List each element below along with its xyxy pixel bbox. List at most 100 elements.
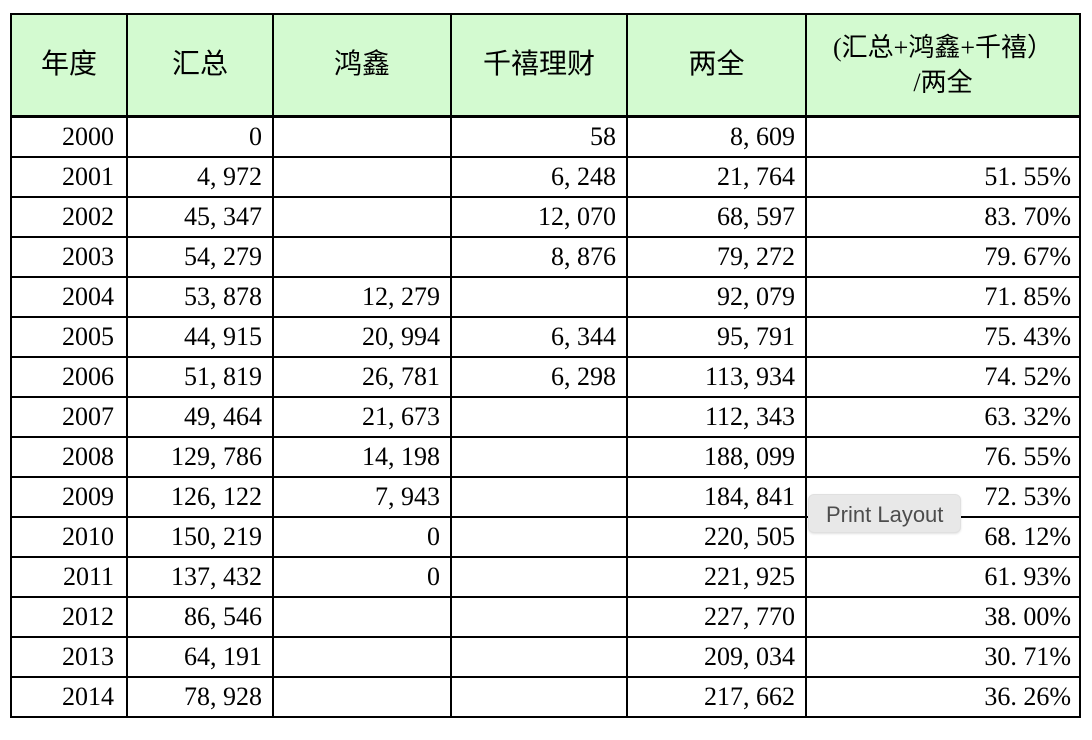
table-cell[interactable]: 184, 841 — [626, 476, 807, 518]
table-row: 2011 137, 432 0 221, 925 61. 93% — [10, 556, 1081, 598]
table-cell[interactable]: 2004 — [10, 276, 128, 318]
table-cell[interactable]: 76. 55% — [805, 436, 1081, 478]
table-cell[interactable] — [272, 196, 452, 238]
table-cell[interactable] — [450, 596, 628, 638]
table-cell[interactable]: 14, 198 — [272, 436, 452, 478]
table-cell[interactable]: 63. 32% — [805, 396, 1081, 438]
table-cell[interactable]: 20, 994 — [272, 316, 452, 358]
table-cell[interactable]: 112, 343 — [626, 396, 807, 438]
table-cell[interactable] — [272, 115, 452, 158]
table-cell[interactable]: 54, 279 — [126, 236, 274, 278]
table-cell[interactable]: 49, 464 — [126, 396, 274, 438]
table-cell[interactable] — [805, 115, 1081, 158]
column-header-huizong[interactable]: 汇总 — [126, 13, 274, 118]
table-cell[interactable] — [272, 676, 452, 718]
column-header-hongxin[interactable]: 鸿鑫 — [272, 13, 452, 118]
column-header-ratio[interactable]: (汇总+鸿鑫+千禧） /两全 — [805, 13, 1081, 118]
table-cell[interactable] — [272, 236, 452, 278]
table-cell[interactable]: 71. 85% — [805, 276, 1081, 318]
table-cell[interactable]: 2010 — [10, 516, 128, 558]
table-cell[interactable]: 0 — [126, 115, 274, 158]
table-cell[interactable]: 6, 298 — [450, 356, 628, 398]
table-cell[interactable]: 92, 079 — [626, 276, 807, 318]
table-cell[interactable]: 74. 52% — [805, 356, 1081, 398]
table-cell[interactable]: 21, 673 — [272, 396, 452, 438]
table-cell[interactable]: 2014 — [10, 676, 128, 718]
table-row: 2005 44, 915 20, 994 6, 344 95, 791 75. 43% — [10, 316, 1081, 358]
table-cell[interactable]: 36. 26% — [805, 676, 1081, 718]
table-cell[interactable]: 188, 099 — [626, 436, 807, 478]
table-cell[interactable]: 2008 — [10, 436, 128, 478]
table-cell[interactable]: 137, 432 — [126, 556, 274, 598]
table-cell[interactable]: 38. 00% — [805, 596, 1081, 638]
table-cell[interactable]: 79. 67% — [805, 236, 1081, 278]
table-cell[interactable]: 8, 609 — [626, 115, 807, 158]
table-cell[interactable] — [450, 436, 628, 478]
table-cell[interactable]: 83. 70% — [805, 196, 1081, 238]
table-cell[interactable]: 12, 279 — [272, 276, 452, 318]
table-cell[interactable]: 2005 — [10, 316, 128, 358]
table-cell[interactable]: 4, 972 — [126, 156, 274, 198]
table-cell[interactable]: 6, 248 — [450, 156, 628, 198]
table-cell[interactable]: 126, 122 — [126, 476, 274, 518]
table-cell[interactable]: 227, 770 — [626, 596, 807, 638]
table-cell[interactable]: 44, 915 — [126, 316, 274, 358]
table-cell[interactable]: 2000 — [10, 115, 128, 158]
table-cell[interactable]: 7, 943 — [272, 476, 452, 518]
table-cell[interactable] — [450, 636, 628, 678]
table-cell[interactable]: 2002 — [10, 196, 128, 238]
table-cell[interactable]: 2007 — [10, 396, 128, 438]
table-cell[interactable] — [450, 276, 628, 318]
table-cell[interactable]: 113, 934 — [626, 356, 807, 398]
table-cell[interactable]: 0 — [272, 556, 452, 598]
table-cell[interactable]: 217, 662 — [626, 676, 807, 718]
table-row: 2000 0 58 8, 609 — [10, 115, 1081, 158]
table-cell[interactable]: 209, 034 — [626, 636, 807, 678]
table-cell[interactable]: 78, 928 — [126, 676, 274, 718]
table-cell[interactable]: 220, 505 — [626, 516, 807, 558]
table-cell[interactable]: 86, 546 — [126, 596, 274, 638]
table-cell[interactable]: 2012 — [10, 596, 128, 638]
table-cell[interactable]: 75. 43% — [805, 316, 1081, 358]
column-header-qianxi[interactable]: 千禧理财 — [450, 13, 628, 118]
table-cell[interactable] — [450, 556, 628, 598]
table-cell[interactable] — [272, 596, 452, 638]
table-cell[interactable]: 12, 070 — [450, 196, 628, 238]
table-cell[interactable]: 21, 764 — [626, 156, 807, 198]
table-cell[interactable]: 53, 878 — [126, 276, 274, 318]
table-cell[interactable]: 2003 — [10, 236, 128, 278]
table-cell[interactable]: 2013 — [10, 636, 128, 678]
table-cell[interactable] — [272, 156, 452, 198]
table-cell[interactable]: 30. 71% — [805, 636, 1081, 678]
table-cell[interactable]: 8, 876 — [450, 236, 628, 278]
table-cell[interactable] — [450, 676, 628, 718]
table-cell[interactable] — [450, 516, 628, 558]
table-cell[interactable]: 68, 597 — [626, 196, 807, 238]
table-cell[interactable] — [450, 396, 628, 438]
header-row: 年度 汇总 鸿鑫 千禧理财 两全 (汇总+鸿鑫+千禧） /两全 — [10, 13, 1081, 118]
table-cell[interactable]: 2001 — [10, 156, 128, 198]
table-cell[interactable]: 6, 344 — [450, 316, 628, 358]
table-cell[interactable]: 0 — [272, 516, 452, 558]
table-cell[interactable]: 26, 781 — [272, 356, 452, 398]
table-cell[interactable]: 64, 191 — [126, 636, 274, 678]
table-cell[interactable]: 221, 925 — [626, 556, 807, 598]
table-cell[interactable]: 51, 819 — [126, 356, 274, 398]
column-header-year[interactable]: 年度 — [10, 13, 128, 118]
table-cell[interactable]: 129, 786 — [126, 436, 274, 478]
table-cell[interactable] — [450, 476, 628, 518]
table-cell[interactable]: 95, 791 — [626, 316, 807, 358]
table-cell[interactable]: 51. 55% — [805, 156, 1081, 198]
table-cell[interactable]: 79, 272 — [626, 236, 807, 278]
table-cell[interactable]: 2009 — [10, 476, 128, 518]
table-cell[interactable] — [272, 636, 452, 678]
table-body: 2000 0 58 8, 609 2001 4, 972 6, 248 21, 764 51. … — [10, 115, 1081, 718]
column-header-liangquan[interactable]: 两全 — [626, 13, 807, 118]
table-cell[interactable]: 150, 219 — [126, 516, 274, 558]
table-cell[interactable]: 45, 347 — [126, 196, 274, 238]
table-cell[interactable]: 2006 — [10, 356, 128, 398]
table-row: 2014 78, 928 217, 662 36. 26% — [10, 676, 1081, 718]
table-cell[interactable]: 61. 93% — [805, 556, 1081, 598]
table-cell[interactable]: 2011 — [10, 556, 128, 598]
table-cell[interactable]: 58 — [450, 115, 628, 158]
